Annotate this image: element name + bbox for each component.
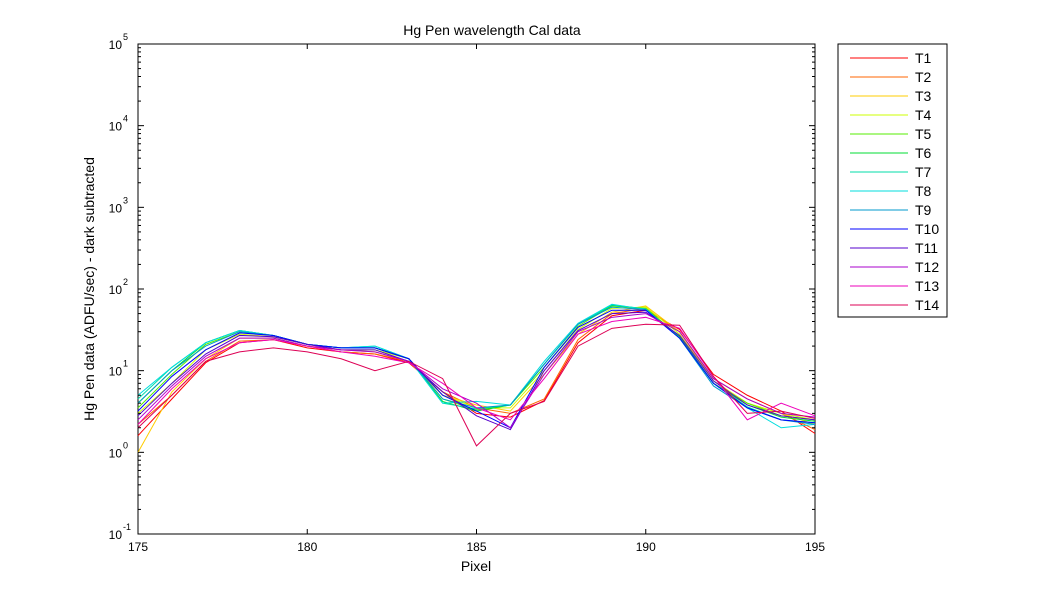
x-tick-label: 175 [128, 540, 148, 554]
y-tick-label: 10 [109, 283, 123, 297]
legend-label-t13: T13 [915, 278, 939, 294]
series-line-t11 [137, 311, 816, 431]
y-tick-exponent: 2 [123, 277, 128, 287]
x-axis-title: Pixel [461, 558, 491, 574]
legend-label-t4: T4 [915, 107, 932, 123]
y-tick-label: 10 [109, 446, 123, 460]
legend-label-t1: T1 [915, 50, 932, 66]
y-tick-exponent: -1 [123, 522, 131, 532]
x-tick-label: 185 [466, 540, 486, 554]
legend-label-t2: T2 [915, 69, 932, 85]
legend-label-t14: T14 [915, 297, 939, 313]
y-tick-exponent: 5 [123, 32, 128, 42]
legend-label-t6: T6 [915, 145, 932, 161]
y-tick-label: 10 [109, 365, 123, 379]
legend-label-t11: T11 [915, 240, 938, 256]
plot-frame [137, 43, 816, 535]
y-tick-label: 10 [109, 38, 123, 52]
legend-label-t3: T3 [915, 88, 932, 104]
y-tick-label: 10 [109, 528, 123, 542]
x-tick-label: 195 [805, 540, 825, 554]
chart-title: Hg Pen wavelength Cal data [403, 22, 581, 38]
legend-label-t10: T10 [915, 221, 939, 237]
legend-box [837, 43, 948, 318]
series-line-t14 [137, 323, 816, 447]
legend-label-t5: T5 [915, 126, 932, 142]
y-tick-label: 10 [109, 120, 123, 134]
series-line-t12 [137, 313, 816, 429]
y-tick-exponent: 0 [123, 440, 128, 450]
series-line-t13 [137, 316, 816, 425]
x-tick-label: 180 [297, 540, 317, 554]
series-line-t10 [137, 309, 816, 429]
legend-label-t7: T7 [915, 164, 932, 180]
x-tick-label: 190 [636, 540, 656, 554]
legend-label-t8: T8 [915, 183, 932, 199]
legend: T1 T2 T3 T4 T5 T6 T7 T8 T9 T10 T11 T12 T13 T14 [837, 43, 948, 318]
y-axis-title: Hg Pen data (ADFU/sec) - dark subtracted [81, 157, 97, 421]
y-tick-exponent: 4 [123, 114, 128, 124]
legend-label-t12: T12 [915, 259, 939, 275]
legend-label-t9: T9 [915, 202, 932, 218]
y-tick-exponent: 3 [123, 195, 128, 205]
y-tick-exponent: 1 [123, 359, 128, 369]
y-tick-label: 10 [109, 201, 123, 215]
